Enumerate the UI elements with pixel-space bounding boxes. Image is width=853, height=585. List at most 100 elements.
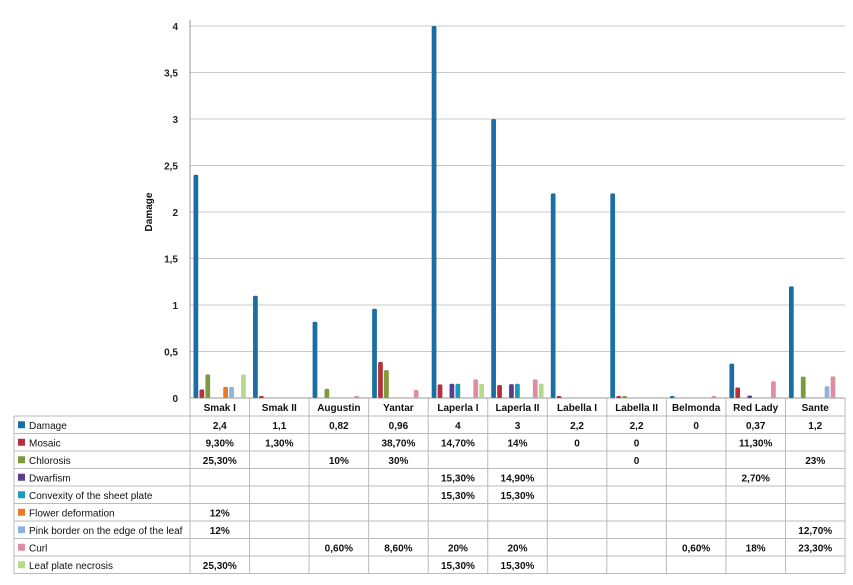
data-label: 23,30% <box>798 543 832 554</box>
legend-swatch <box>18 438 25 446</box>
gridlines <box>190 25 845 352</box>
data-label: 0,37 <box>746 421 766 432</box>
data-label: 15,30% <box>441 491 475 502</box>
legend-entry: Chlorosis <box>29 456 71 467</box>
bar-damage <box>312 321 318 398</box>
data-label: 15,30% <box>501 491 535 502</box>
legend-swatch <box>18 421 25 429</box>
y-axis-label: Damage <box>144 192 155 231</box>
bar-pink-border-on-the-edge-of-the-leaf <box>229 386 234 398</box>
data-label: 10% <box>329 456 349 467</box>
data-label: 15,30% <box>501 561 535 572</box>
legend-entry: Flower deformation <box>29 508 115 519</box>
data-label: 0,82 <box>329 421 349 432</box>
bar-flower-deformation <box>223 386 228 398</box>
data-label: 15,30% <box>441 473 475 484</box>
bar-curl <box>830 376 836 398</box>
x-tick-label: Belmonda <box>672 403 721 414</box>
data-label: 2,70% <box>742 473 770 484</box>
data-label: 30% <box>388 456 408 467</box>
x-tick-label: Augustin <box>317 403 360 414</box>
data-label: 4 <box>455 421 461 432</box>
bar-curl <box>711 396 717 398</box>
legend-swatch <box>18 473 25 481</box>
bar-mosaic <box>497 384 502 398</box>
y-tick-label: 3 <box>172 115 178 126</box>
bar-mosaic <box>258 396 264 398</box>
data-label: 9,30% <box>206 438 234 449</box>
y-tick-label: 2 <box>172 208 178 219</box>
data-label: 23% <box>805 456 825 467</box>
legend-entry: Mosaic <box>29 438 61 449</box>
bar-damage <box>491 119 496 398</box>
legend-swatch <box>18 508 25 516</box>
data-label: 0 <box>634 456 640 467</box>
bar-chlorosis <box>324 388 330 398</box>
bar-curl <box>354 396 359 398</box>
legend-entry: Convexity of the sheet plate <box>29 491 153 502</box>
data-label: 1,1 <box>272 421 286 432</box>
x-tick-label: Labella II <box>615 403 658 414</box>
data-label: 8,60% <box>384 543 412 554</box>
data-label: 0,96 <box>389 421 409 432</box>
bar-damage <box>610 193 616 398</box>
bar-damage <box>788 286 794 398</box>
bar-convexity-of-the-sheet-plate <box>515 383 520 398</box>
data-label: 20% <box>507 543 527 554</box>
bar-mosaic <box>735 387 741 398</box>
data-label: 25,30% <box>203 561 237 572</box>
bars <box>193 26 836 398</box>
bar-dwarfism <box>509 384 514 398</box>
bar-curl <box>413 390 419 398</box>
y-tick-label: 3,5 <box>164 69 178 80</box>
bar-mosaic <box>616 396 622 398</box>
data-label: 0 <box>574 438 580 449</box>
x-tick-label: Smak II <box>262 403 297 414</box>
y-tick-label: 0 <box>172 394 178 405</box>
y-tick-label: 1,5 <box>164 255 178 266</box>
legend-swatch <box>18 543 25 551</box>
data-label: 15,30% <box>441 561 475 572</box>
legend-swatch <box>18 491 25 499</box>
y-tick-label: 4 <box>172 22 178 33</box>
data-label: 14% <box>507 438 527 449</box>
legend-entry: Curl <box>29 543 47 554</box>
data-label: 25,30% <box>203 456 237 467</box>
x-tick-label: Labella I <box>557 403 597 414</box>
legend-entry: Leaf plate necrosis <box>29 561 113 572</box>
data-label: 14,90% <box>501 473 535 484</box>
bar-leaf-plate-necrosis <box>241 374 246 398</box>
legend-entry: Damage <box>29 421 67 432</box>
bar-damage <box>253 295 258 398</box>
bar-curl <box>771 381 776 398</box>
x-tick-label: Yantar <box>383 403 414 414</box>
data-label: 2,4 <box>213 421 227 432</box>
bar-chlorosis <box>800 376 806 398</box>
data-label: 0,60% <box>682 543 710 554</box>
bar-damage <box>550 193 556 398</box>
bar-dwarfism <box>449 383 455 398</box>
data-label: 1,30% <box>265 438 293 449</box>
bar-mosaic <box>556 396 562 398</box>
data-label: 38,70% <box>381 438 415 449</box>
bar-damage <box>372 308 377 398</box>
x-tick-label: Red Lady <box>733 403 778 414</box>
legend-swatch <box>18 526 25 534</box>
bar-curl <box>532 379 538 398</box>
data-label: 2,2 <box>570 421 584 432</box>
data-label: 11,30% <box>739 438 772 449</box>
x-tick-label: Sante <box>802 403 830 414</box>
bar-chlorosis <box>384 370 389 398</box>
bar-mosaic <box>378 362 383 398</box>
data-label: 0 <box>693 421 699 432</box>
bar-dwarfism <box>747 395 753 398</box>
x-tick-label: Laperla I <box>437 403 478 414</box>
bar-pink-border-on-the-edge-of-the-leaf <box>824 386 830 398</box>
legend-swatch <box>18 456 25 464</box>
data-label: 0,60% <box>325 543 353 554</box>
data-table: Smak I Smak II Augustin Yantar Laperla I Lape… <box>13 398 846 574</box>
data-label: 0 <box>634 438 640 449</box>
bar-damage <box>193 174 199 398</box>
bar-mosaic <box>437 384 443 398</box>
